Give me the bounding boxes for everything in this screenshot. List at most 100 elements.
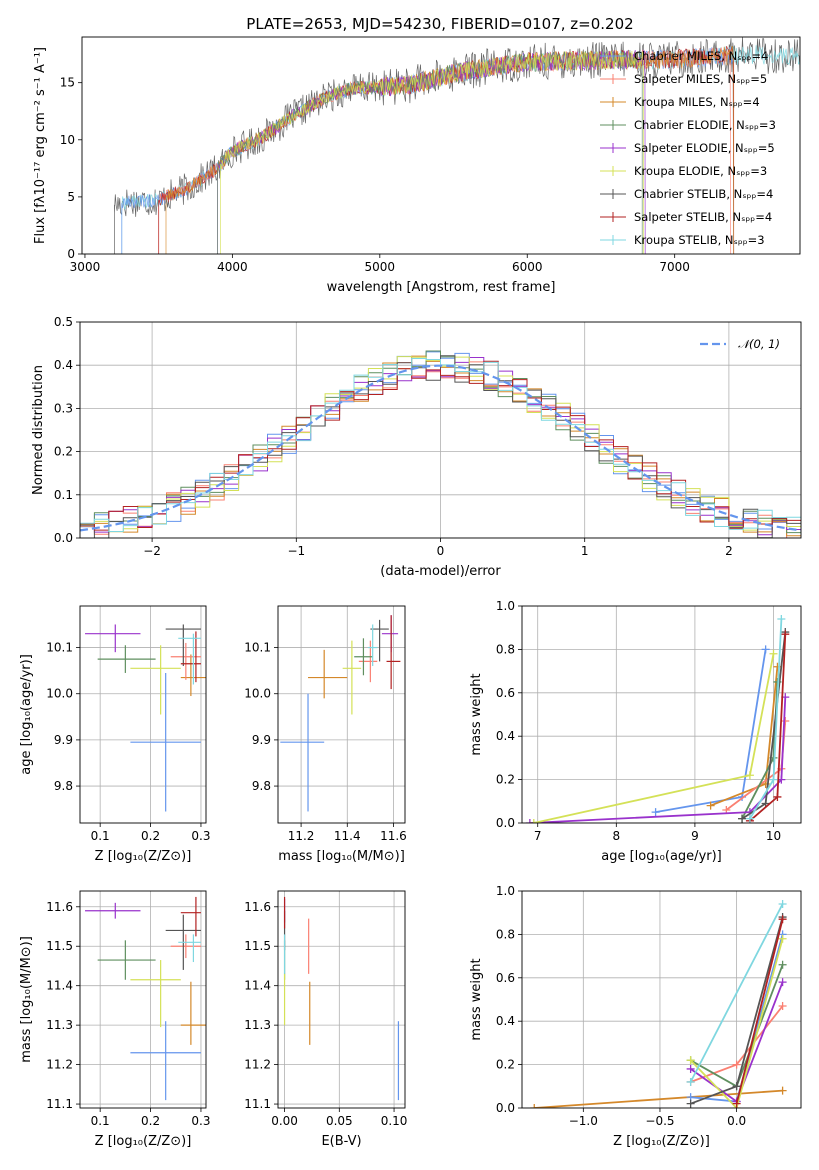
data-point-4	[381, 615, 399, 653]
x-tick-label: 11.2	[288, 829, 315, 843]
x-axis-label: E(B-V)	[321, 1134, 361, 1149]
series-marker	[769, 649, 778, 658]
x-tick-label: 11.6	[380, 829, 407, 843]
data-point-8	[178, 934, 201, 963]
y-axis-label: mass weight	[469, 958, 484, 1040]
series-marker	[686, 1064, 695, 1073]
series-marker	[732, 1082, 741, 1091]
spectrum-legend: Chabrier MILES, Nₛₚₚ=4 Salpeter MILES, Nₛ…	[600, 49, 776, 247]
data-point-6	[165, 624, 201, 667]
axes-frame	[79, 321, 802, 539]
y-tick-label: 0.1	[54, 488, 73, 502]
y-tick-label: 10.1	[244, 641, 271, 655]
series-marker	[745, 771, 754, 780]
series-marker	[525, 819, 534, 823]
x-axis-label: (data-model)/error	[380, 564, 501, 579]
series-marker	[778, 915, 787, 924]
plot-area-mass-vs-ebv	[278, 891, 405, 1108]
y-tick-label: 0.2	[496, 773, 515, 787]
x-axis-label: Z [log₁₀(Z/Z⊙)]	[95, 849, 192, 864]
data-point-5	[130, 960, 181, 1028]
y-tick-label: 11.1	[244, 1097, 271, 1111]
series-marker	[781, 630, 790, 639]
series-marker	[769, 775, 778, 784]
normal-reference-curve	[80, 364, 801, 532]
series-marker	[732, 1099, 741, 1108]
panel-mass-vs-z: 0.1 0.2 0.3 11.1 11.2 11.3 11.4 11.5 11.6 Z [log₁…	[19, 890, 211, 1149]
axes-frame	[277, 605, 406, 824]
x-axis-label: Z [log₁₀(Z/Z⊙)]	[95, 1134, 192, 1149]
y-axis-label: mass weight	[469, 673, 484, 755]
y-tick-label: 11.4	[46, 979, 73, 993]
y-tick-label: 10.0	[244, 687, 271, 701]
panel-mass-vs-ebv: 0.00 0.05 0.10 11.1 11.2 11.3 11.4 11.5 11.6 E(B-…	[244, 890, 407, 1149]
series-marker	[777, 615, 786, 624]
series-marker	[778, 1002, 787, 1011]
data-point-0	[130, 1021, 201, 1101]
y-tick-label: 10.1	[46, 641, 73, 655]
data-point-4	[85, 624, 141, 653]
x-tick-label: 8	[612, 829, 620, 843]
x-axis-label: wavelength [Angstrom, rest frame]	[327, 280, 556, 295]
y-tick-label: 11.2	[46, 1058, 73, 1072]
plot-area-mass-vs-z	[80, 891, 206, 1108]
data-point-4	[85, 902, 141, 919]
series-marker	[773, 662, 782, 671]
panel-spectrum: 3000 4000 5000 6000 7000 0 5 10 15 wavelength [An…	[33, 36, 801, 295]
y-tick-label: 9.8	[252, 779, 271, 793]
data-point-8	[178, 633, 201, 685]
legend-entry: 𝒩(0, 1)	[738, 337, 780, 351]
axes-frame	[277, 890, 406, 1109]
legend-entry: Salpeter STELIB, Nₛₚₚ=4	[634, 210, 772, 224]
histogram-8	[80, 358, 801, 532]
legend-entry: Salpeter ELODIE, Nₛₚₚ=5	[634, 141, 775, 155]
y-axis-label: mass [log₁₀(M/M⊙)]	[19, 936, 34, 1063]
series-marker	[761, 645, 770, 654]
y-axis-label: age [log₁₀(age/yr)]	[19, 654, 34, 775]
y-tick-label: 11.2	[244, 1058, 271, 1072]
x-tick-label: 6000	[512, 260, 543, 274]
data-point-6	[370, 619, 389, 662]
plot-area-age-vs-mass	[278, 606, 405, 823]
histogram-7	[80, 360, 801, 531]
data-point-2	[358, 640, 378, 683]
y-tick-label: 1.0	[496, 884, 515, 898]
series-marker	[738, 814, 747, 823]
x-tick-label: −0.5	[645, 1114, 674, 1128]
y-tick-label: 11.5	[244, 939, 271, 953]
series-marker	[651, 808, 660, 817]
series-line-7	[735, 918, 784, 1104]
data-point-3	[97, 940, 156, 980]
series-marker	[778, 900, 787, 909]
y-tick-label: 1.0	[496, 599, 515, 613]
y-tick-label: 11.1	[46, 1097, 73, 1111]
x-tick-label: 0.1	[91, 829, 110, 843]
data-point-1	[180, 981, 206, 1045]
legend-entry: Chabrier MILES, Nₛₚₚ=4	[634, 49, 768, 63]
x-tick-label: 7000	[659, 260, 690, 274]
series-marker	[530, 1104, 539, 1108]
y-tick-label: 11.6	[46, 900, 73, 914]
legend-entry: Kroupa ELODIE, Nₛₚₚ=3	[634, 164, 767, 178]
x-tick-label: 0.00	[271, 1114, 298, 1128]
x-axis-label: age [log₁₀(age/yr)]	[601, 849, 722, 864]
series-marker	[773, 792, 782, 801]
spectrum-line	[217, 49, 646, 254]
x-tick-label: 0.3	[191, 829, 210, 843]
y-tick-label: 0.2	[54, 445, 73, 459]
y-tick-label: 10.0	[46, 687, 73, 701]
series-line-5	[689, 938, 784, 1108]
x-tick-label: −1	[287, 544, 305, 558]
plot-area-weight-vs-age	[522, 606, 801, 823]
y-axis-label: Normed distribution	[31, 365, 46, 495]
x-tick-label: 0.3	[191, 1114, 210, 1128]
legend-entry: Chabrier ELODIE, Nₛₚₚ=3	[634, 118, 776, 132]
series-line-0	[534, 1089, 783, 1108]
y-tick-label: 0.8	[496, 927, 515, 941]
series-line-0	[655, 649, 767, 813]
plot-area-weight-vs-z	[522, 891, 801, 1108]
series-marker	[781, 717, 790, 726]
plot-area-age-vs-z	[80, 606, 206, 823]
y-tick-label: 11.3	[244, 1018, 271, 1032]
